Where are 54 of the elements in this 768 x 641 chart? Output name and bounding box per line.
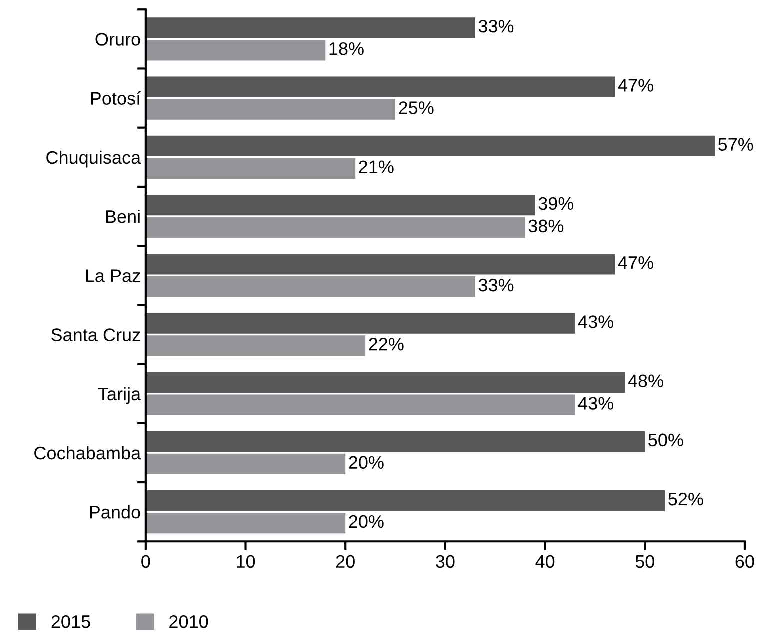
data-label: 47% bbox=[618, 79, 654, 92]
x-tick-label: 50 bbox=[636, 555, 654, 568]
data-label: 33% bbox=[478, 278, 514, 292]
bar bbox=[146, 336, 366, 356]
x-tick-label: 0 bbox=[142, 555, 150, 568]
data-label: 43% bbox=[578, 316, 614, 328]
y-tick-label: Tarija bbox=[98, 387, 142, 404]
data-label: 39% bbox=[538, 197, 574, 210]
bar bbox=[146, 99, 396, 120]
x-tick-label: 30 bbox=[436, 555, 455, 568]
bar bbox=[146, 158, 356, 179]
data-label: 21% bbox=[359, 160, 394, 174]
data-label: 22% bbox=[369, 338, 404, 351]
x-tick-label: 20 bbox=[336, 555, 355, 568]
bar bbox=[146, 490, 666, 512]
y-tick-label: Santa Cruz bbox=[52, 328, 140, 342]
x-tick-label: 60 bbox=[736, 555, 754, 568]
data-label: 20% bbox=[349, 456, 384, 470]
bar bbox=[146, 512, 346, 534]
data-label: 38% bbox=[528, 220, 564, 233]
bar bbox=[146, 217, 526, 238]
bar bbox=[146, 254, 616, 275]
y-tick-label: Oruro bbox=[96, 33, 140, 46]
bar bbox=[146, 40, 326, 61]
data-label: 25% bbox=[399, 102, 434, 114]
bar bbox=[146, 276, 476, 298]
data-label: 20% bbox=[349, 515, 384, 528]
data-label: 57% bbox=[718, 138, 754, 152]
y-tick-label: La Paz bbox=[86, 270, 140, 282]
bar bbox=[146, 136, 716, 157]
y-tick-label: Potosí bbox=[91, 92, 141, 106]
y-tick-label: Cochabamba bbox=[34, 446, 142, 460]
y-tick-label: Chuquisaca bbox=[46, 150, 142, 168]
y-tick-label: Pando bbox=[90, 506, 140, 519]
data-label: 47% bbox=[618, 256, 654, 270]
legend-label: 2015 bbox=[52, 615, 90, 628]
data-label: 18% bbox=[330, 42, 364, 56]
x-tick-label: 40 bbox=[536, 555, 555, 568]
bar bbox=[146, 454, 346, 475]
data-label: 33% bbox=[478, 20, 514, 33]
bar bbox=[146, 372, 626, 393]
bar bbox=[146, 431, 646, 452]
y-tick-label: Beni bbox=[106, 210, 140, 224]
x-tick-label: 10 bbox=[237, 555, 256, 568]
bar bbox=[146, 76, 616, 98]
data-label: 48% bbox=[628, 374, 664, 388]
data-label: 52% bbox=[668, 492, 704, 506]
bar bbox=[146, 313, 576, 334]
data-label: 50% bbox=[648, 434, 684, 447]
bar bbox=[146, 394, 576, 416]
bar bbox=[146, 18, 476, 38]
data-label: 43% bbox=[578, 397, 614, 410]
bar bbox=[146, 194, 536, 216]
legend-label: 2010 bbox=[170, 615, 208, 628]
